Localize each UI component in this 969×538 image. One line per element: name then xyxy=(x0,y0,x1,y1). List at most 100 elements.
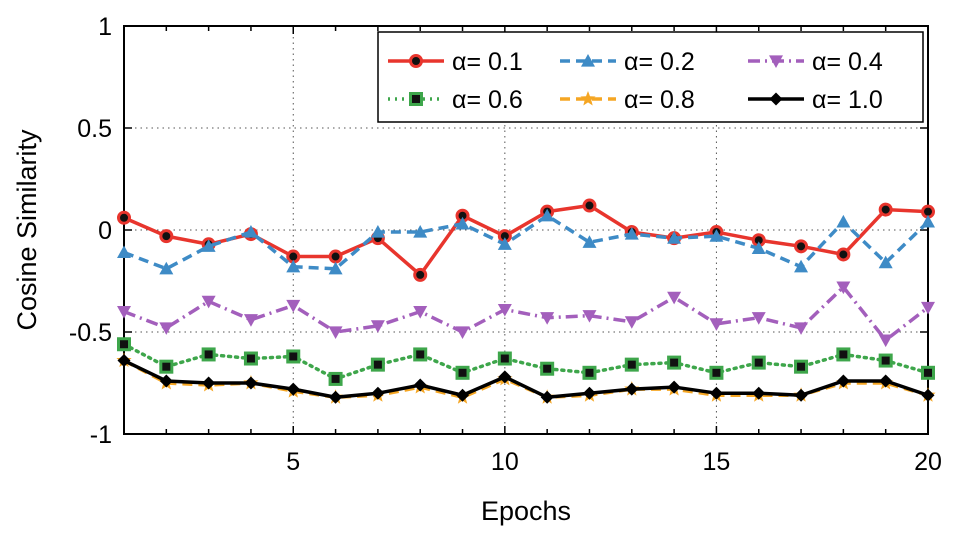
data-point xyxy=(455,216,470,230)
data-point xyxy=(243,351,258,366)
series-line xyxy=(122,342,930,381)
data-point xyxy=(329,390,343,404)
axis-ticks: 5 10 15 20 -1 -0.5 0 0.5 1 xyxy=(69,13,942,476)
data-point xyxy=(582,198,597,213)
y-tick-label: 1 xyxy=(98,13,112,41)
legend-label: α= 0.4 xyxy=(812,48,883,76)
data-point xyxy=(201,295,216,309)
data-point xyxy=(878,202,893,217)
series-line xyxy=(123,203,929,277)
data-point xyxy=(201,239,216,252)
series-layer xyxy=(116,198,936,404)
data-point xyxy=(540,208,555,222)
data-point xyxy=(836,247,851,262)
data-point xyxy=(370,225,385,238)
data-point xyxy=(879,374,893,388)
data-point xyxy=(751,355,766,370)
data-point xyxy=(201,347,216,362)
data-point xyxy=(413,225,428,238)
x-axis-title: Epochs xyxy=(481,496,571,526)
legend-item: α= 1.0 xyxy=(748,86,883,114)
series-5 xyxy=(116,352,936,404)
data-point xyxy=(582,310,597,323)
data-point xyxy=(624,316,639,329)
data-point xyxy=(878,334,893,348)
y-tick-label: 0.5 xyxy=(77,115,112,143)
data-point xyxy=(243,225,258,238)
data-point xyxy=(159,261,174,275)
data-point xyxy=(117,306,131,319)
data-point xyxy=(117,337,131,352)
legend-box xyxy=(377,31,924,123)
data-point xyxy=(751,312,766,325)
data-point xyxy=(794,388,808,402)
y-tick-label: -0.5 xyxy=(69,319,112,347)
series-4 xyxy=(117,337,935,386)
legend-item: α= 0.8 xyxy=(560,86,695,114)
data-point xyxy=(794,359,809,374)
data-point xyxy=(709,386,723,400)
data-point xyxy=(921,388,935,402)
series-3 xyxy=(117,281,935,348)
data-point xyxy=(921,301,935,315)
legend-item: α= 0.6 xyxy=(388,86,523,114)
data-point xyxy=(540,390,554,404)
data-point xyxy=(836,347,851,362)
data-point xyxy=(244,376,258,390)
data-point xyxy=(540,361,555,376)
legend-marker xyxy=(581,54,595,67)
data-point xyxy=(117,245,131,259)
legend-label: α= 1.0 xyxy=(812,86,883,114)
data-point xyxy=(286,259,301,273)
data-point xyxy=(582,235,597,248)
data-point xyxy=(667,291,682,305)
y-tick-label: -1 xyxy=(90,421,112,449)
data-point xyxy=(328,371,343,386)
data-point xyxy=(878,353,893,368)
data-point xyxy=(667,231,682,244)
legend-item: α= 0.2 xyxy=(560,48,695,76)
data-point xyxy=(159,229,174,244)
data-point xyxy=(413,267,428,282)
x-tick-label: 10 xyxy=(491,448,519,476)
data-point xyxy=(836,214,851,228)
legend-label: α= 0.6 xyxy=(452,86,523,114)
data-point xyxy=(328,326,343,339)
data-point xyxy=(836,374,850,388)
x-tick-label: 5 xyxy=(286,448,300,476)
data-point xyxy=(413,347,428,362)
x-tick-label: 20 xyxy=(914,448,942,476)
data-point xyxy=(921,365,935,380)
legend-label: α= 0.8 xyxy=(624,86,695,114)
data-point xyxy=(624,227,639,240)
data-point xyxy=(667,355,682,370)
y-tick-label: 0 xyxy=(98,217,112,245)
data-point xyxy=(243,314,258,327)
series-6 xyxy=(117,354,935,404)
data-point xyxy=(582,386,596,400)
data-point xyxy=(498,370,512,384)
legend-label: α= 0.1 xyxy=(452,48,523,76)
x-tick-label: 15 xyxy=(703,448,731,476)
data-point xyxy=(794,259,809,273)
data-point xyxy=(159,374,173,388)
data-point xyxy=(497,237,512,250)
data-point xyxy=(413,378,427,392)
data-point xyxy=(709,365,724,380)
data-point xyxy=(371,386,385,400)
data-point xyxy=(794,239,809,254)
data-point xyxy=(709,229,724,242)
data-point xyxy=(751,241,766,254)
data-point xyxy=(159,322,174,335)
legend-marker xyxy=(409,54,423,68)
data-point xyxy=(328,261,343,275)
legend-item: α= 0.4 xyxy=(748,48,883,76)
legend-marker xyxy=(769,92,783,106)
data-point xyxy=(709,318,724,331)
data-point xyxy=(370,357,385,372)
data-point xyxy=(286,349,301,364)
legend-marker xyxy=(580,91,596,106)
data-point xyxy=(752,386,766,400)
data-point xyxy=(286,382,300,396)
